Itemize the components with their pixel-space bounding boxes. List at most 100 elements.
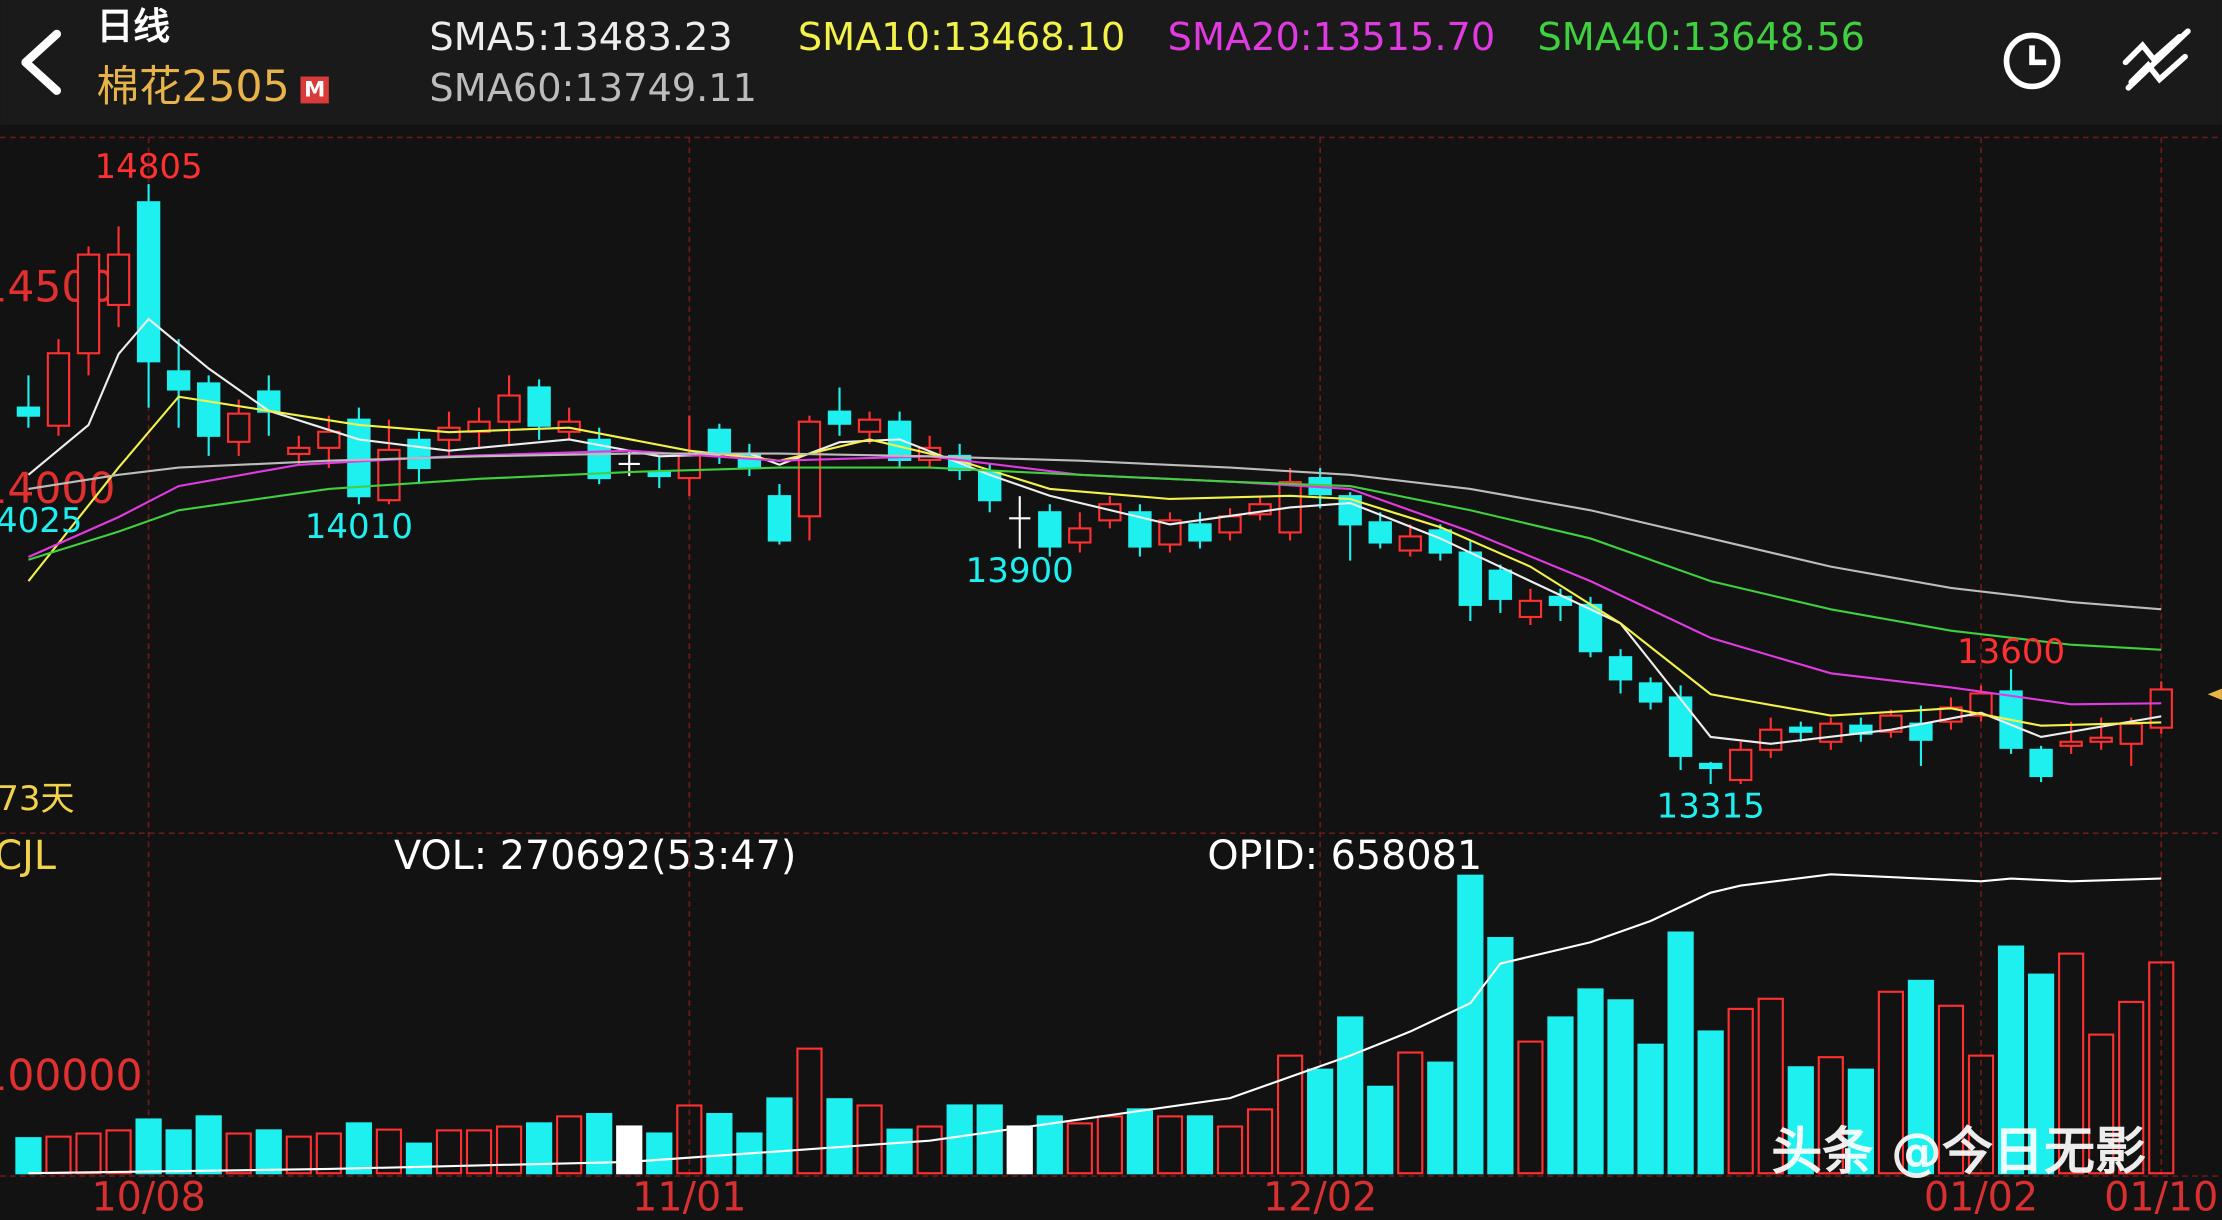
volume-bar bbox=[946, 1104, 973, 1175]
volume-bar bbox=[676, 1104, 703, 1175]
draw-icon bbox=[2122, 28, 2191, 91]
candle-body bbox=[527, 386, 551, 427]
candle-body bbox=[1398, 535, 1422, 552]
volume-bar bbox=[1517, 1040, 1544, 1175]
candle-body bbox=[407, 438, 431, 470]
candle-body bbox=[797, 420, 822, 518]
period-label: 日线 bbox=[96, 5, 170, 48]
volume-bar bbox=[1427, 1061, 1454, 1175]
candle-body bbox=[827, 410, 852, 425]
volume-bar bbox=[1096, 1115, 1123, 1175]
candle-body bbox=[166, 370, 191, 391]
candle-body bbox=[587, 438, 611, 480]
volume-bar bbox=[165, 1129, 192, 1175]
volume-bar bbox=[1457, 874, 1484, 1175]
volume-bar bbox=[1877, 990, 1905, 1175]
price-annotation: 14025 bbox=[0, 501, 83, 541]
price-pointer bbox=[2207, 688, 2222, 700]
candle-body bbox=[707, 428, 732, 453]
volume-bar bbox=[1066, 1122, 1093, 1175]
legend-label: SMA5:13483.23 bbox=[429, 15, 732, 60]
legend-label: SMA10:13468.10 bbox=[798, 15, 1126, 60]
sma-line bbox=[28, 466, 2162, 651]
volume-bar bbox=[2148, 961, 2175, 1175]
price-annotation: 14805 bbox=[95, 147, 203, 187]
volume-bar bbox=[1727, 1007, 1754, 1175]
sma-line bbox=[28, 452, 2162, 611]
legend-label: OPID: 658081 bbox=[1207, 833, 1482, 879]
candle-body bbox=[1729, 748, 1753, 782]
candle-body bbox=[857, 418, 882, 433]
draw-button[interactable] bbox=[2122, 28, 2191, 91]
legend-label: SMA40:13648.56 bbox=[1538, 15, 1866, 60]
candle-body bbox=[2059, 740, 2083, 747]
volume-bar bbox=[2027, 973, 2055, 1175]
volume-bar bbox=[526, 1122, 553, 1175]
volume-bar bbox=[495, 1125, 523, 1175]
back-button[interactable] bbox=[21, 29, 62, 95]
candle-body bbox=[978, 470, 1002, 502]
candle-body bbox=[1158, 519, 1182, 546]
volume-bar bbox=[616, 1125, 643, 1175]
candle-body bbox=[1969, 692, 1993, 717]
x-tick-label: 01/02 bbox=[1924, 1175, 2038, 1220]
volume-bar bbox=[1126, 1108, 1154, 1175]
candle-body bbox=[647, 470, 671, 478]
candle-body bbox=[497, 394, 521, 423]
volume-bar bbox=[1907, 979, 1935, 1175]
volume-bar bbox=[556, 1115, 583, 1175]
candle-body bbox=[76, 253, 101, 355]
x-tick-label: 10/08 bbox=[91, 1175, 205, 1220]
volume-bar bbox=[1607, 999, 1634, 1175]
price-annotation: 14010 bbox=[305, 507, 413, 547]
clock-hands bbox=[2029, 45, 2047, 66]
candle-body bbox=[136, 201, 161, 363]
badge-box bbox=[300, 76, 329, 104]
volume-bar bbox=[766, 1097, 793, 1175]
volume-bar bbox=[1487, 936, 1514, 1175]
volume-bar bbox=[405, 1142, 433, 1175]
volume-bar bbox=[646, 1132, 673, 1175]
candle-body bbox=[2029, 748, 2053, 778]
candle-body bbox=[46, 352, 71, 427]
volume-bar bbox=[1186, 1115, 1214, 1175]
top-bar bbox=[0, 0, 2222, 125]
candle-body bbox=[677, 452, 702, 480]
candle-body bbox=[1038, 511, 1062, 548]
x-tick-label: 01/10 bbox=[2104, 1175, 2218, 1220]
volume-bar bbox=[225, 1132, 252, 1175]
candle-body bbox=[1218, 515, 1242, 534]
volume-bar bbox=[465, 1129, 493, 1175]
candle-body bbox=[767, 495, 792, 542]
volume-bar bbox=[255, 1129, 282, 1175]
volume-bar bbox=[1577, 988, 1604, 1175]
candle-body bbox=[2089, 736, 2113, 743]
candle-body bbox=[196, 382, 221, 437]
volume-bar bbox=[345, 1122, 372, 1175]
candle-body bbox=[1368, 521, 1392, 544]
volume-bar bbox=[1637, 1043, 1664, 1175]
volume-bar bbox=[586, 1112, 613, 1175]
legend-label: SMA20:13515.70 bbox=[1168, 15, 1496, 60]
candle-body bbox=[1128, 511, 1152, 548]
symbol-label: 棉花2505 bbox=[96, 63, 289, 112]
candle-body bbox=[347, 418, 371, 498]
x-tick-label: 12/02 bbox=[1263, 1175, 1377, 1220]
candle-body bbox=[287, 446, 311, 455]
volume-bar bbox=[375, 1128, 403, 1175]
candle-body bbox=[1518, 599, 1543, 619]
volume-bar bbox=[796, 1047, 823, 1175]
volume-bar bbox=[2058, 952, 2085, 1175]
volume-bar bbox=[1036, 1115, 1063, 1175]
price-annotation: 13900 bbox=[966, 551, 1074, 591]
volume-bar bbox=[1156, 1115, 1184, 1175]
volume-bar bbox=[1937, 1004, 1965, 1175]
candle-body bbox=[1759, 728, 1783, 751]
volume-bar bbox=[1757, 997, 1784, 1175]
candle-body bbox=[2119, 722, 2143, 745]
volume-bar bbox=[195, 1115, 222, 1175]
clock-button[interactable] bbox=[2003, 32, 2061, 90]
candle-body bbox=[16, 406, 41, 417]
candle-body bbox=[1698, 762, 1723, 770]
volume-bar bbox=[285, 1135, 312, 1175]
